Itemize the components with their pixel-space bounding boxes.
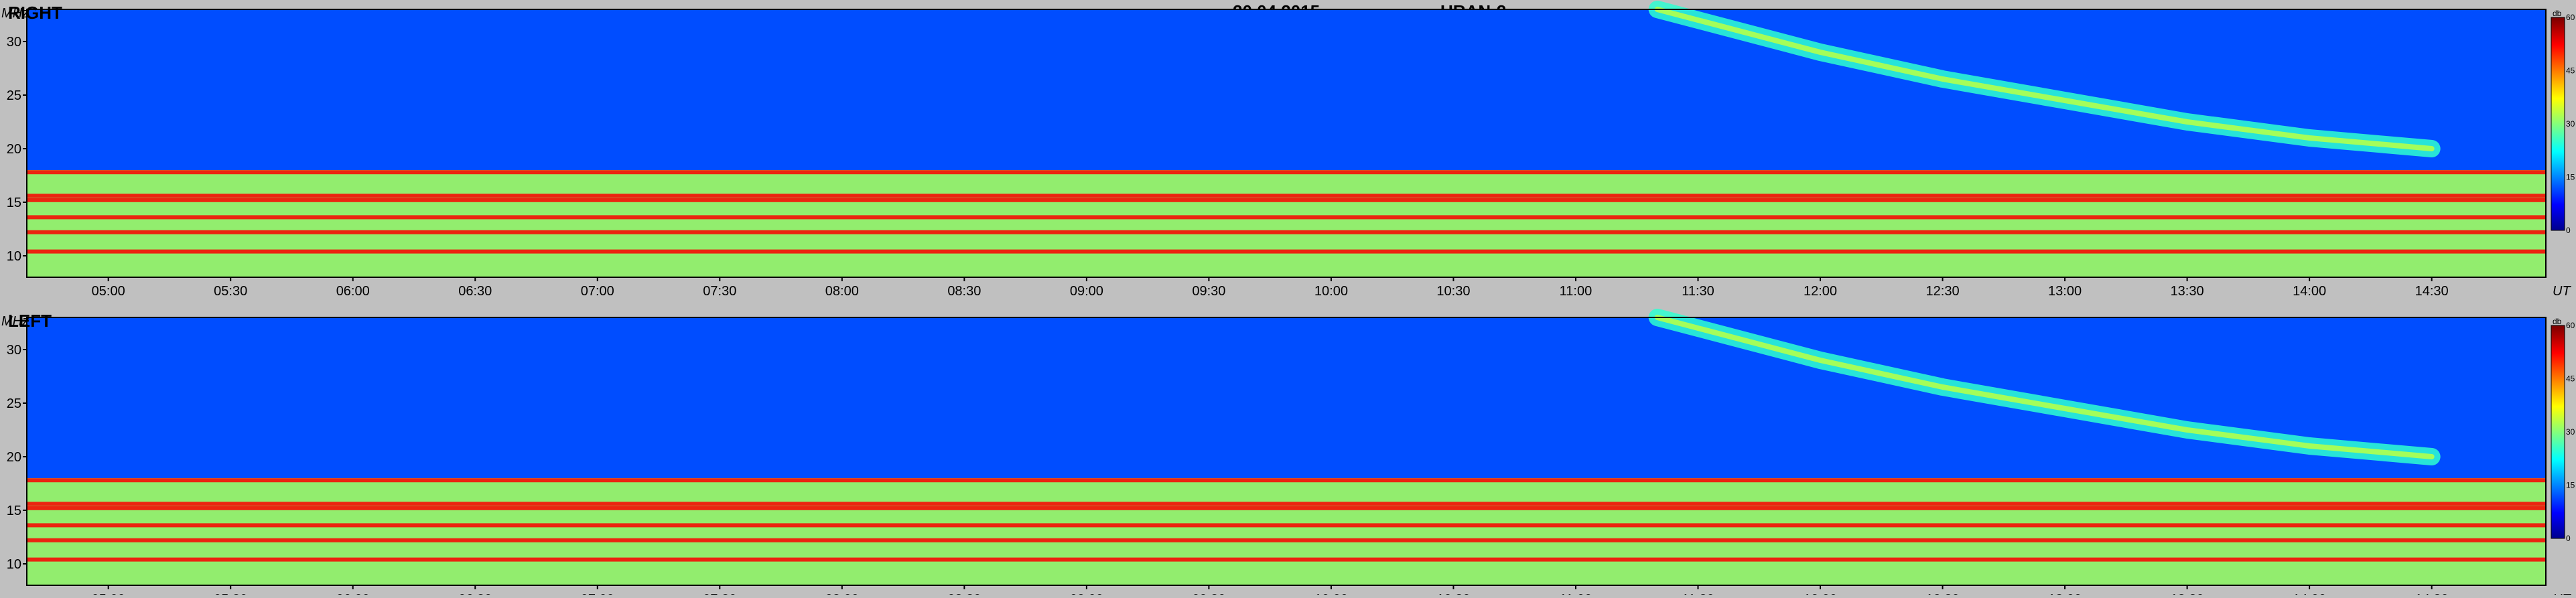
y-tick-label: 15 <box>7 196 21 210</box>
bright-line-3 <box>27 215 2546 220</box>
low-frequency-band <box>27 478 2546 585</box>
x-tick-label: 13:30 <box>2171 592 2204 595</box>
drifting-burst-core <box>1654 315 2435 459</box>
colorbar-tick-label: 0 <box>2566 226 2571 235</box>
bright-line-5 <box>27 557 2546 562</box>
x-tick-label: 13:30 <box>2171 284 2204 299</box>
y-tick-label: 20 <box>7 450 21 465</box>
drifting-burst-core <box>1654 7 2435 151</box>
colorbar <box>2551 17 2565 231</box>
x-tick-label: 10:30 <box>1436 592 1470 595</box>
x-tick-label: 14:30 <box>2415 592 2449 595</box>
x-tick-label: 12:00 <box>1804 284 1837 299</box>
x-tick-label: 11:00 <box>1560 592 1592 595</box>
x-tick-label: 08:30 <box>947 284 981 299</box>
x-tick-label: 12:00 <box>1804 592 1837 595</box>
x-tick-label: 05:30 <box>214 284 247 299</box>
x-tick-label: 10:00 <box>1314 284 1348 299</box>
colorbar-unit: db <box>2553 317 2562 326</box>
x-axis-label: UT <box>2553 592 2571 595</box>
x-tick-label: 08:00 <box>825 592 859 595</box>
y-axis-label: MHz <box>1 6 29 21</box>
x-tick-label: 14:30 <box>2415 284 2449 299</box>
bright-line-0 <box>27 478 2546 483</box>
x-tick-label: 06:00 <box>336 284 370 299</box>
x-tick-label: 13:00 <box>2048 592 2082 595</box>
x-tick-label: 05:00 <box>92 592 125 595</box>
bright-line-2 <box>27 198 2546 202</box>
x-tick-label: 06:30 <box>458 592 492 595</box>
low-frequency-band <box>27 170 2546 277</box>
x-tick-label: 10:00 <box>1314 592 1348 595</box>
colorbar-tick-label: 30 <box>2566 427 2575 437</box>
x-tick-label: 14:00 <box>2293 284 2326 299</box>
x-tick-label: 11:00 <box>1560 284 1592 299</box>
y-tick-label: 25 <box>7 88 21 103</box>
bright-line-2 <box>27 506 2546 510</box>
x-tick-label: 09:00 <box>1070 284 1103 299</box>
x-tick-label: 12:30 <box>1926 592 1960 595</box>
x-tick-label: 08:00 <box>825 284 859 299</box>
y-tick-label: 15 <box>7 504 21 518</box>
colorbar-unit: db <box>2553 9 2562 18</box>
x-tick-label: 07:00 <box>581 592 614 595</box>
colorbar-tick-label: 60 <box>2566 13 2575 22</box>
plot-frame <box>26 9 2547 278</box>
y-tick-label: 25 <box>7 396 21 411</box>
bright-line-1 <box>27 502 2546 506</box>
x-axis-label: UT <box>2553 284 2571 299</box>
bright-line-1 <box>27 194 2546 198</box>
x-tick-label: 06:30 <box>458 284 492 299</box>
x-tick-label: 13:00 <box>2048 284 2082 299</box>
x-tick-label: 10:30 <box>1436 284 1470 299</box>
panel-title: RIGHT <box>8 3 62 23</box>
y-tick-label: 10 <box>7 249 21 264</box>
x-tick-label: 09:00 <box>1070 592 1103 595</box>
x-tick-label: 11:30 <box>1682 284 1714 299</box>
y-tick-label: 30 <box>7 343 21 358</box>
x-tick-label: 07:00 <box>581 284 614 299</box>
x-tick-label: 07:30 <box>703 592 736 595</box>
y-axis-label: MHz <box>1 314 29 329</box>
colorbar-tick-label: 60 <box>2566 321 2575 330</box>
x-tick-label: 05:00 <box>92 284 125 299</box>
panel-title: LEFT <box>8 311 52 331</box>
colorbar-tick-label: 45 <box>2566 66 2575 76</box>
bright-line-4 <box>27 538 2546 542</box>
x-tick-label: 07:30 <box>703 284 736 299</box>
bright-line-0 <box>27 170 2546 175</box>
colorbar-tick-label: 45 <box>2566 374 2575 384</box>
x-tick-label: 09:30 <box>1192 592 1225 595</box>
x-tick-label: 11:30 <box>1682 592 1714 595</box>
colorbar-tick-label: 15 <box>2566 481 2575 490</box>
bright-line-3 <box>27 523 2546 528</box>
colorbar-tick-label: 0 <box>2566 534 2571 543</box>
x-tick-label: 06:00 <box>336 592 370 595</box>
x-tick-label: 09:30 <box>1192 284 1225 299</box>
colorbar-tick-label: 30 <box>2566 119 2575 129</box>
bright-line-5 <box>27 249 2546 254</box>
y-tick-label: 30 <box>7 35 21 50</box>
y-tick-label: 20 <box>7 142 21 157</box>
x-tick-label: 14:00 <box>2293 592 2326 595</box>
x-tick-label: 08:30 <box>947 592 981 595</box>
plot-frame <box>26 317 2547 586</box>
y-tick-label: 10 <box>7 557 21 572</box>
colorbar-tick-label: 15 <box>2566 173 2575 182</box>
colorbar <box>2551 325 2565 539</box>
bright-line-4 <box>27 230 2546 234</box>
x-tick-label: 05:30 <box>214 592 247 595</box>
x-tick-label: 12:30 <box>1926 284 1960 299</box>
